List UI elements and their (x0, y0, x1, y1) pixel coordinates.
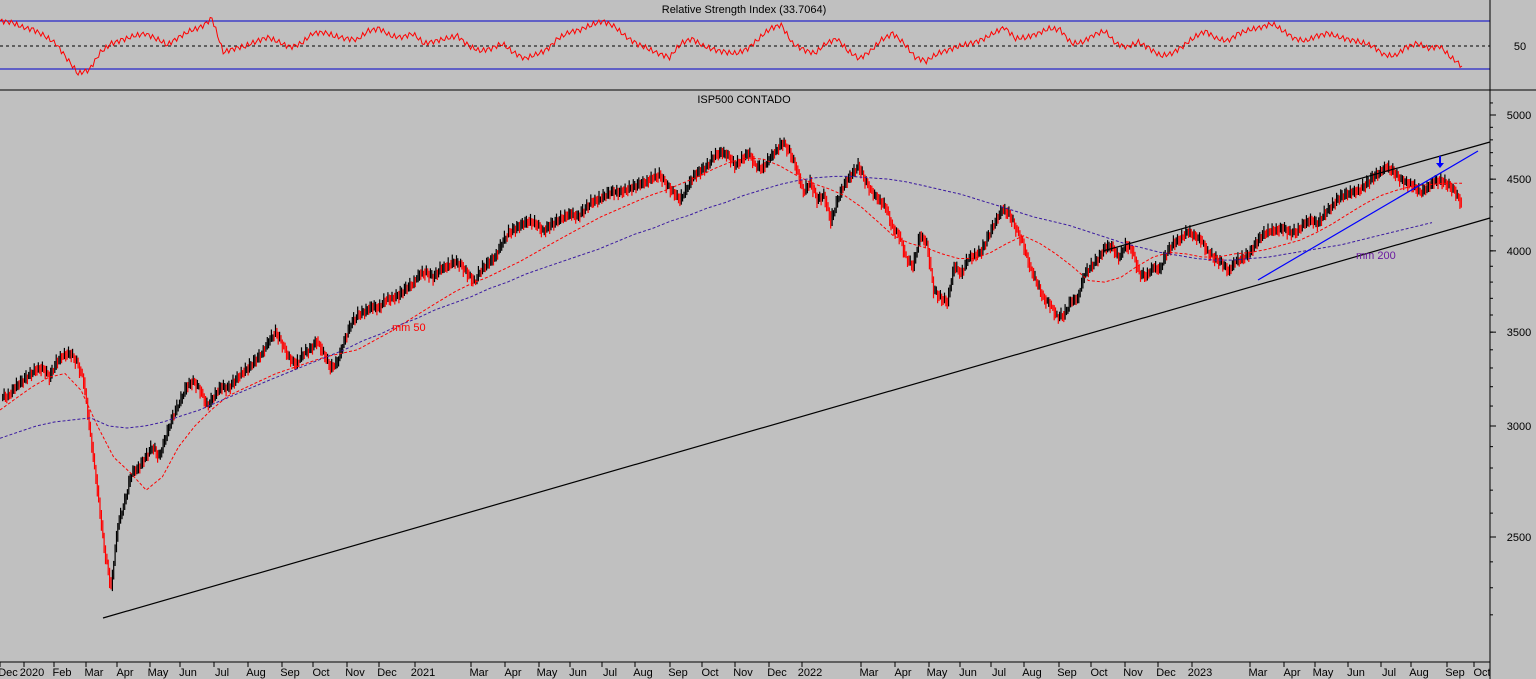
time-tick-label: 2021 (411, 667, 435, 679)
time-tick-label: Aug (1022, 667, 1042, 679)
time-tick-label: Oct (701, 667, 718, 679)
time-tick-label: Mar (860, 667, 879, 679)
time-tick-label: May (927, 667, 948, 679)
mm200-line (0, 175, 1433, 439)
price-candles (2, 137, 1462, 592)
time-tick-label: 2022 (798, 667, 822, 679)
time-tick-label: Dec (767, 667, 787, 679)
time-tick-label: Dec (0, 667, 18, 679)
rsi-tick-label: 50 (1514, 41, 1526, 53)
price-title: ISP500 CONTADO (697, 94, 791, 106)
price-panel: ISP500 CONTADO mm 50 mm 200 2500 3000 3500… (0, 94, 1531, 619)
time-tick-label: Apr (504, 667, 521, 679)
time-tick-label: 2023 (1188, 667, 1212, 679)
time-tick-label: Apr (1283, 667, 1300, 679)
time-axis: Dec 2020 Feb Mar Apr May Jun Jul Aug Sep Oct Nov Dec… (0, 662, 1491, 679)
time-tick-label: Feb (53, 667, 72, 679)
time-tick-label: 2020 (20, 667, 44, 679)
time-tick-label: Jul (603, 667, 617, 679)
price-tick-label: 2500 (1507, 532, 1531, 544)
mm200-annotation: mm 200 (1356, 250, 1396, 262)
mm50-line (0, 157, 1462, 491)
time-tick-label: Jul (992, 667, 1006, 679)
rsi-series (0, 16, 1463, 76)
time-tick-label: Jun (179, 667, 197, 679)
price-tick-label: 5000 (1507, 110, 1531, 122)
long-term-trendline (102, 217, 1491, 619)
time-tick-label: Jul (215, 667, 229, 679)
rsi-title: Relative Strength Index (33.7064) (662, 4, 827, 16)
price-tick-label: 3500 (1507, 327, 1531, 339)
time-tick-label: Sep (280, 667, 300, 679)
time-tick-label: May (148, 667, 169, 679)
time-tick-label: Mar (1249, 667, 1268, 679)
time-tick-label: Oct (1090, 667, 1107, 679)
time-tick-label: Apr (894, 667, 911, 679)
time-tick-label: Dec (377, 667, 397, 679)
time-tick-label: Jul (1382, 667, 1396, 679)
time-tick-label: May (537, 667, 558, 679)
rsi-panel: Relative Strength Index (33.7064) 50 (0, 4, 1526, 76)
upper-channel-line (1102, 141, 1491, 252)
time-tick-label: Sep (1445, 667, 1465, 679)
price-tick-label: 4000 (1507, 246, 1531, 258)
time-tick-label: Mar (470, 667, 489, 679)
time-tick-label: Nov (1123, 667, 1143, 679)
time-tick-label: Aug (1409, 667, 1429, 679)
time-tick-label: Mar (85, 667, 104, 679)
time-tick-label: Jun (959, 667, 977, 679)
time-tick-label: Aug (633, 667, 653, 679)
price-axis: 2500 3000 3500 4000 4500 5000 (1490, 102, 1531, 616)
time-tick-label: Jun (1347, 667, 1365, 679)
time-tick-label: Apr (116, 667, 133, 679)
time-tick-label: Oct (312, 667, 329, 679)
time-tick-label: Dec (1156, 667, 1176, 679)
rsi-line (0, 16, 1463, 76)
time-tick-label: Oct (1473, 667, 1490, 679)
price-tick-label: 3000 (1507, 421, 1531, 433)
time-tick-label: Jun (569, 667, 587, 679)
time-tick-label: Nov (345, 667, 365, 679)
time-tick-label: Sep (1057, 667, 1077, 679)
mm50-annotation: mm 50 (392, 322, 426, 334)
time-tick-label: May (1313, 667, 1334, 679)
time-tick-label: Nov (733, 667, 753, 679)
time-tick-label: Aug (246, 667, 266, 679)
price-tick-label: 4500 (1507, 174, 1531, 186)
down-arrow-icon (1436, 156, 1444, 168)
support-trendline (1257, 150, 1479, 281)
time-tick-label: Sep (668, 667, 688, 679)
